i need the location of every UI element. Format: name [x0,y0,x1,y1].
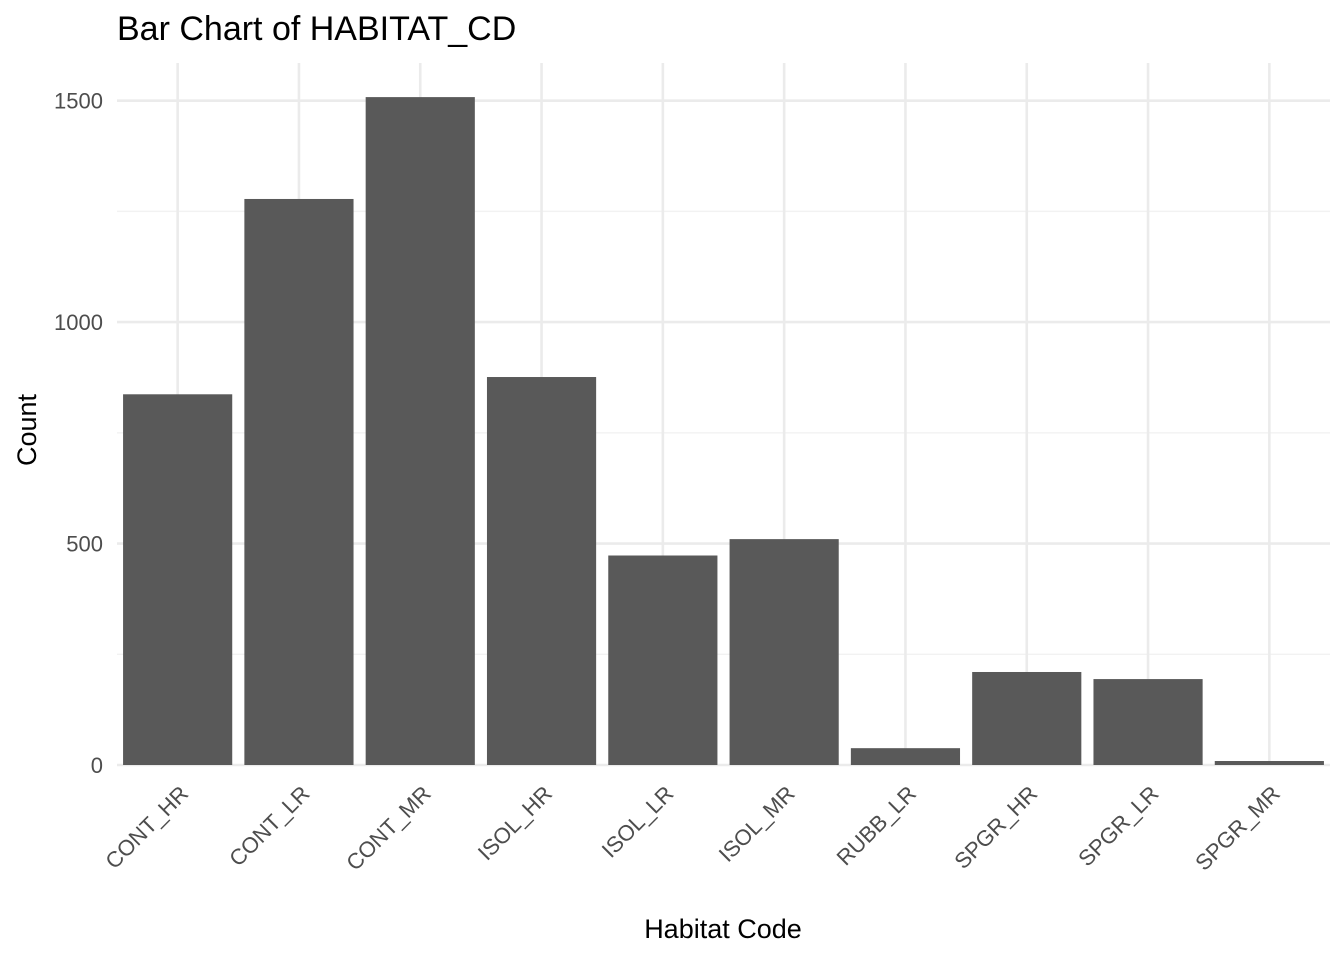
bar-spgr-hr [972,671,1082,765]
y-tick-label: 500 [66,532,103,557]
bar-cont-lr [244,198,354,766]
y-tick-label: 1000 [54,310,103,335]
bar-isol-mr [729,539,839,765]
bar-rubb-lr [850,748,961,765]
bar-spgr-mr [1214,761,1324,765]
y-axis-title: Count [12,393,42,466]
y-tick-label: 0 [91,753,103,778]
bar-isol-lr [608,555,718,765]
bar-isol-hr [486,377,597,765]
bar-spgr-lr [1093,679,1203,765]
y-axis-tick-labels: 0 500 1000 1500 [54,89,103,778]
y-tick-label: 1500 [54,89,103,114]
chart-title: Bar Chart of HABITAT_CD [117,10,516,48]
bar-layer [123,97,1324,766]
x-axis-title: Habitat Code [644,914,802,944]
bar-cont-mr [365,97,475,766]
bar-cont-hr [123,394,233,765]
